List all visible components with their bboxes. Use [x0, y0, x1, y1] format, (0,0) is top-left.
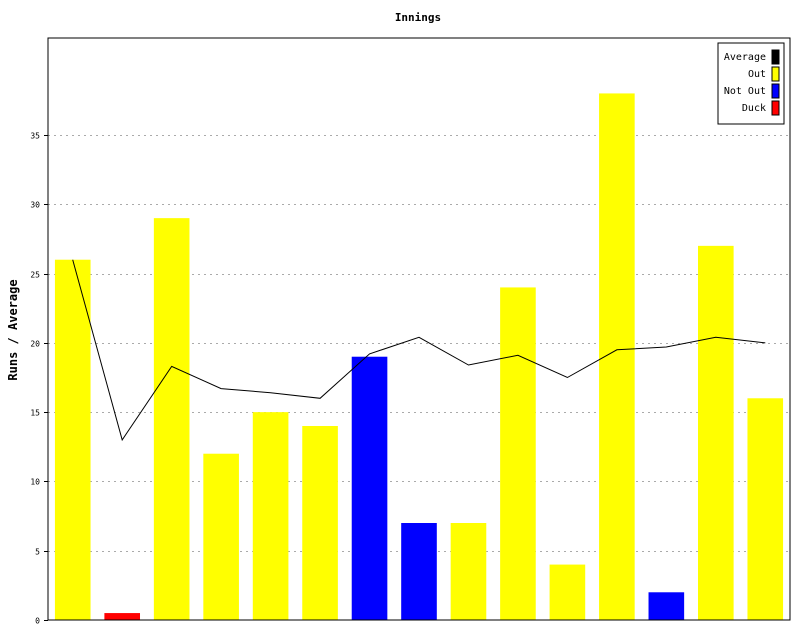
bar-15 — [747, 398, 784, 620]
y-axis-label: Runs / Average — [6, 279, 20, 380]
bar-14 — [697, 245, 734, 620]
bar-10 — [500, 287, 536, 620]
average-line — [72, 259, 766, 442]
legend-swatch — [771, 49, 780, 65]
legend-label: Duck — [742, 103, 766, 114]
legend-swatch — [771, 100, 780, 116]
legend-swatch — [771, 83, 780, 99]
bar-9 — [450, 523, 487, 620]
y-tick-label: 20 — [30, 340, 40, 349]
legend: Average Out Not Out Duck — [717, 42, 785, 125]
bar-8 — [401, 523, 437, 620]
y-tick-label: 30 — [30, 201, 40, 210]
legend-swatch — [771, 66, 780, 82]
bar-2 — [104, 613, 141, 620]
bar-1 — [54, 259, 91, 620]
bar-7 — [351, 356, 388, 620]
y-tick-label: 25 — [30, 271, 40, 280]
bar-13 — [648, 592, 685, 620]
bar-5 — [252, 412, 289, 620]
bars — [54, 93, 784, 620]
bar-4 — [203, 453, 239, 620]
legend-label: Average — [724, 52, 766, 63]
legend-label: Not Out — [724, 86, 766, 97]
bar-11 — [549, 564, 586, 620]
y-tick-label: 15 — [30, 409, 40, 418]
bar-6 — [302, 426, 338, 620]
plot-frame — [47, 37, 791, 621]
y-tick-label: 35 — [30, 132, 40, 141]
legend-label: Out — [748, 69, 766, 80]
grid-lines — [48, 135, 790, 552]
y-tick-label: 0 — [35, 617, 40, 626]
y-tick-label: 5 — [35, 548, 40, 557]
average-line-group — [72, 259, 766, 442]
y-axis-ticks: 0 5 10 15 20 25 30 35 — [30, 132, 48, 626]
bar-3 — [153, 218, 190, 620]
chart-title: Innings — [395, 11, 441, 24]
y-tick-label: 10 — [30, 478, 40, 487]
